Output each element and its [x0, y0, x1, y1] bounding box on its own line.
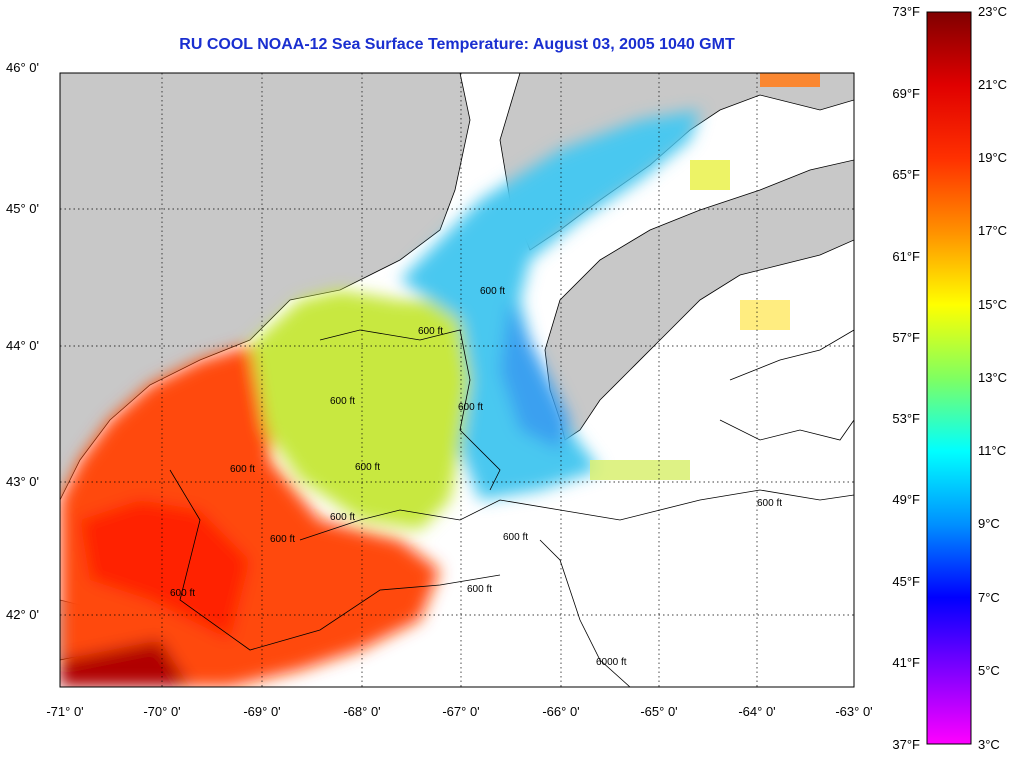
lon-label: -68° 0' — [343, 704, 381, 719]
lon-label: -69° 0' — [243, 704, 281, 719]
contour-label: 600 ft — [467, 584, 492, 595]
colorbar-label-f: 57°F — [892, 330, 920, 345]
colorbar-label-f: 41°F — [892, 655, 920, 670]
colorbar-label-c: 3°C — [978, 737, 1000, 752]
lon-label: -70° 0' — [143, 704, 181, 719]
colorbar-label-f: 65°F — [892, 167, 920, 182]
contour-label: 600 ft — [330, 396, 355, 407]
contour-label: 600 ft — [355, 462, 380, 473]
lon-label: -67° 0' — [442, 704, 480, 719]
colorbar — [926, 11, 972, 745]
colorbar-label-c: 23°C — [978, 4, 1008, 19]
lat-label: 45° 0' — [6, 201, 39, 216]
contour-label: 6000 ft — [596, 657, 627, 668]
contour-label: 600 ft — [270, 534, 295, 545]
lon-label: -66° 0' — [542, 704, 580, 719]
contour-label: 600 ft — [170, 588, 195, 599]
colorbar-label-f: 61°F — [892, 249, 920, 264]
map-title: RU COOL NOAA-12 Sea Surface Temperature:… — [179, 36, 735, 53]
lat-label: 44° 0' — [6, 338, 39, 353]
lon-label: -63° 0' — [835, 704, 873, 719]
colorbar-label-f: 37°F — [892, 737, 920, 752]
colorbar-label-c: 11°C — [978, 443, 1007, 458]
colorbar-label-f: 45°F — [892, 574, 920, 589]
lon-label: -71° 0' — [46, 704, 84, 719]
colorbar-label-c: 21°C — [978, 77, 1008, 92]
lat-label: 46° 0' — [6, 60, 39, 75]
lat-label: 43° 0' — [6, 474, 39, 489]
graticule — [60, 73, 854, 687]
colorbar-label-f: 69°F — [892, 86, 920, 101]
colorbar-label-f: 73°F — [892, 4, 920, 19]
colorbar-label-c: 9°C — [978, 516, 1000, 531]
contour-labels: 600 ft 600 ft 600 ft 600 ft 600 ft 600 f… — [170, 286, 782, 668]
colorbar-label-c: 19°C — [978, 150, 1008, 165]
colorbar-label-c: 5°C — [978, 663, 1000, 678]
contour-label: 600 ft — [458, 402, 483, 413]
colorbar-label-f: 53°F — [892, 411, 920, 426]
contour-label: 600 ft — [330, 512, 355, 523]
colorbar-label-c: 15°C — [978, 297, 1008, 312]
colorbar-label-c: 7°C — [978, 590, 1000, 605]
contour-label: 600 ft — [480, 286, 505, 297]
contour-label: 600 ft — [230, 464, 255, 475]
lat-label: 42° 0' — [6, 607, 39, 622]
bathymetry-contours — [169, 329, 854, 687]
colorbar-label-c: 17°C — [978, 223, 1008, 238]
lon-label: -65° 0' — [640, 704, 678, 719]
colorbar-label-f: 49°F — [892, 492, 920, 507]
contour-label: 600 ft — [503, 532, 528, 543]
sst-field — [60, 110, 700, 687]
contour-label: 600 ft — [418, 326, 443, 337]
colorbar-label-c: 13°C — [978, 370, 1008, 385]
contour-label: 600 ft — [757, 498, 782, 509]
lon-label: -64° 0' — [738, 704, 776, 719]
land-new-england — [60, 73, 471, 501]
